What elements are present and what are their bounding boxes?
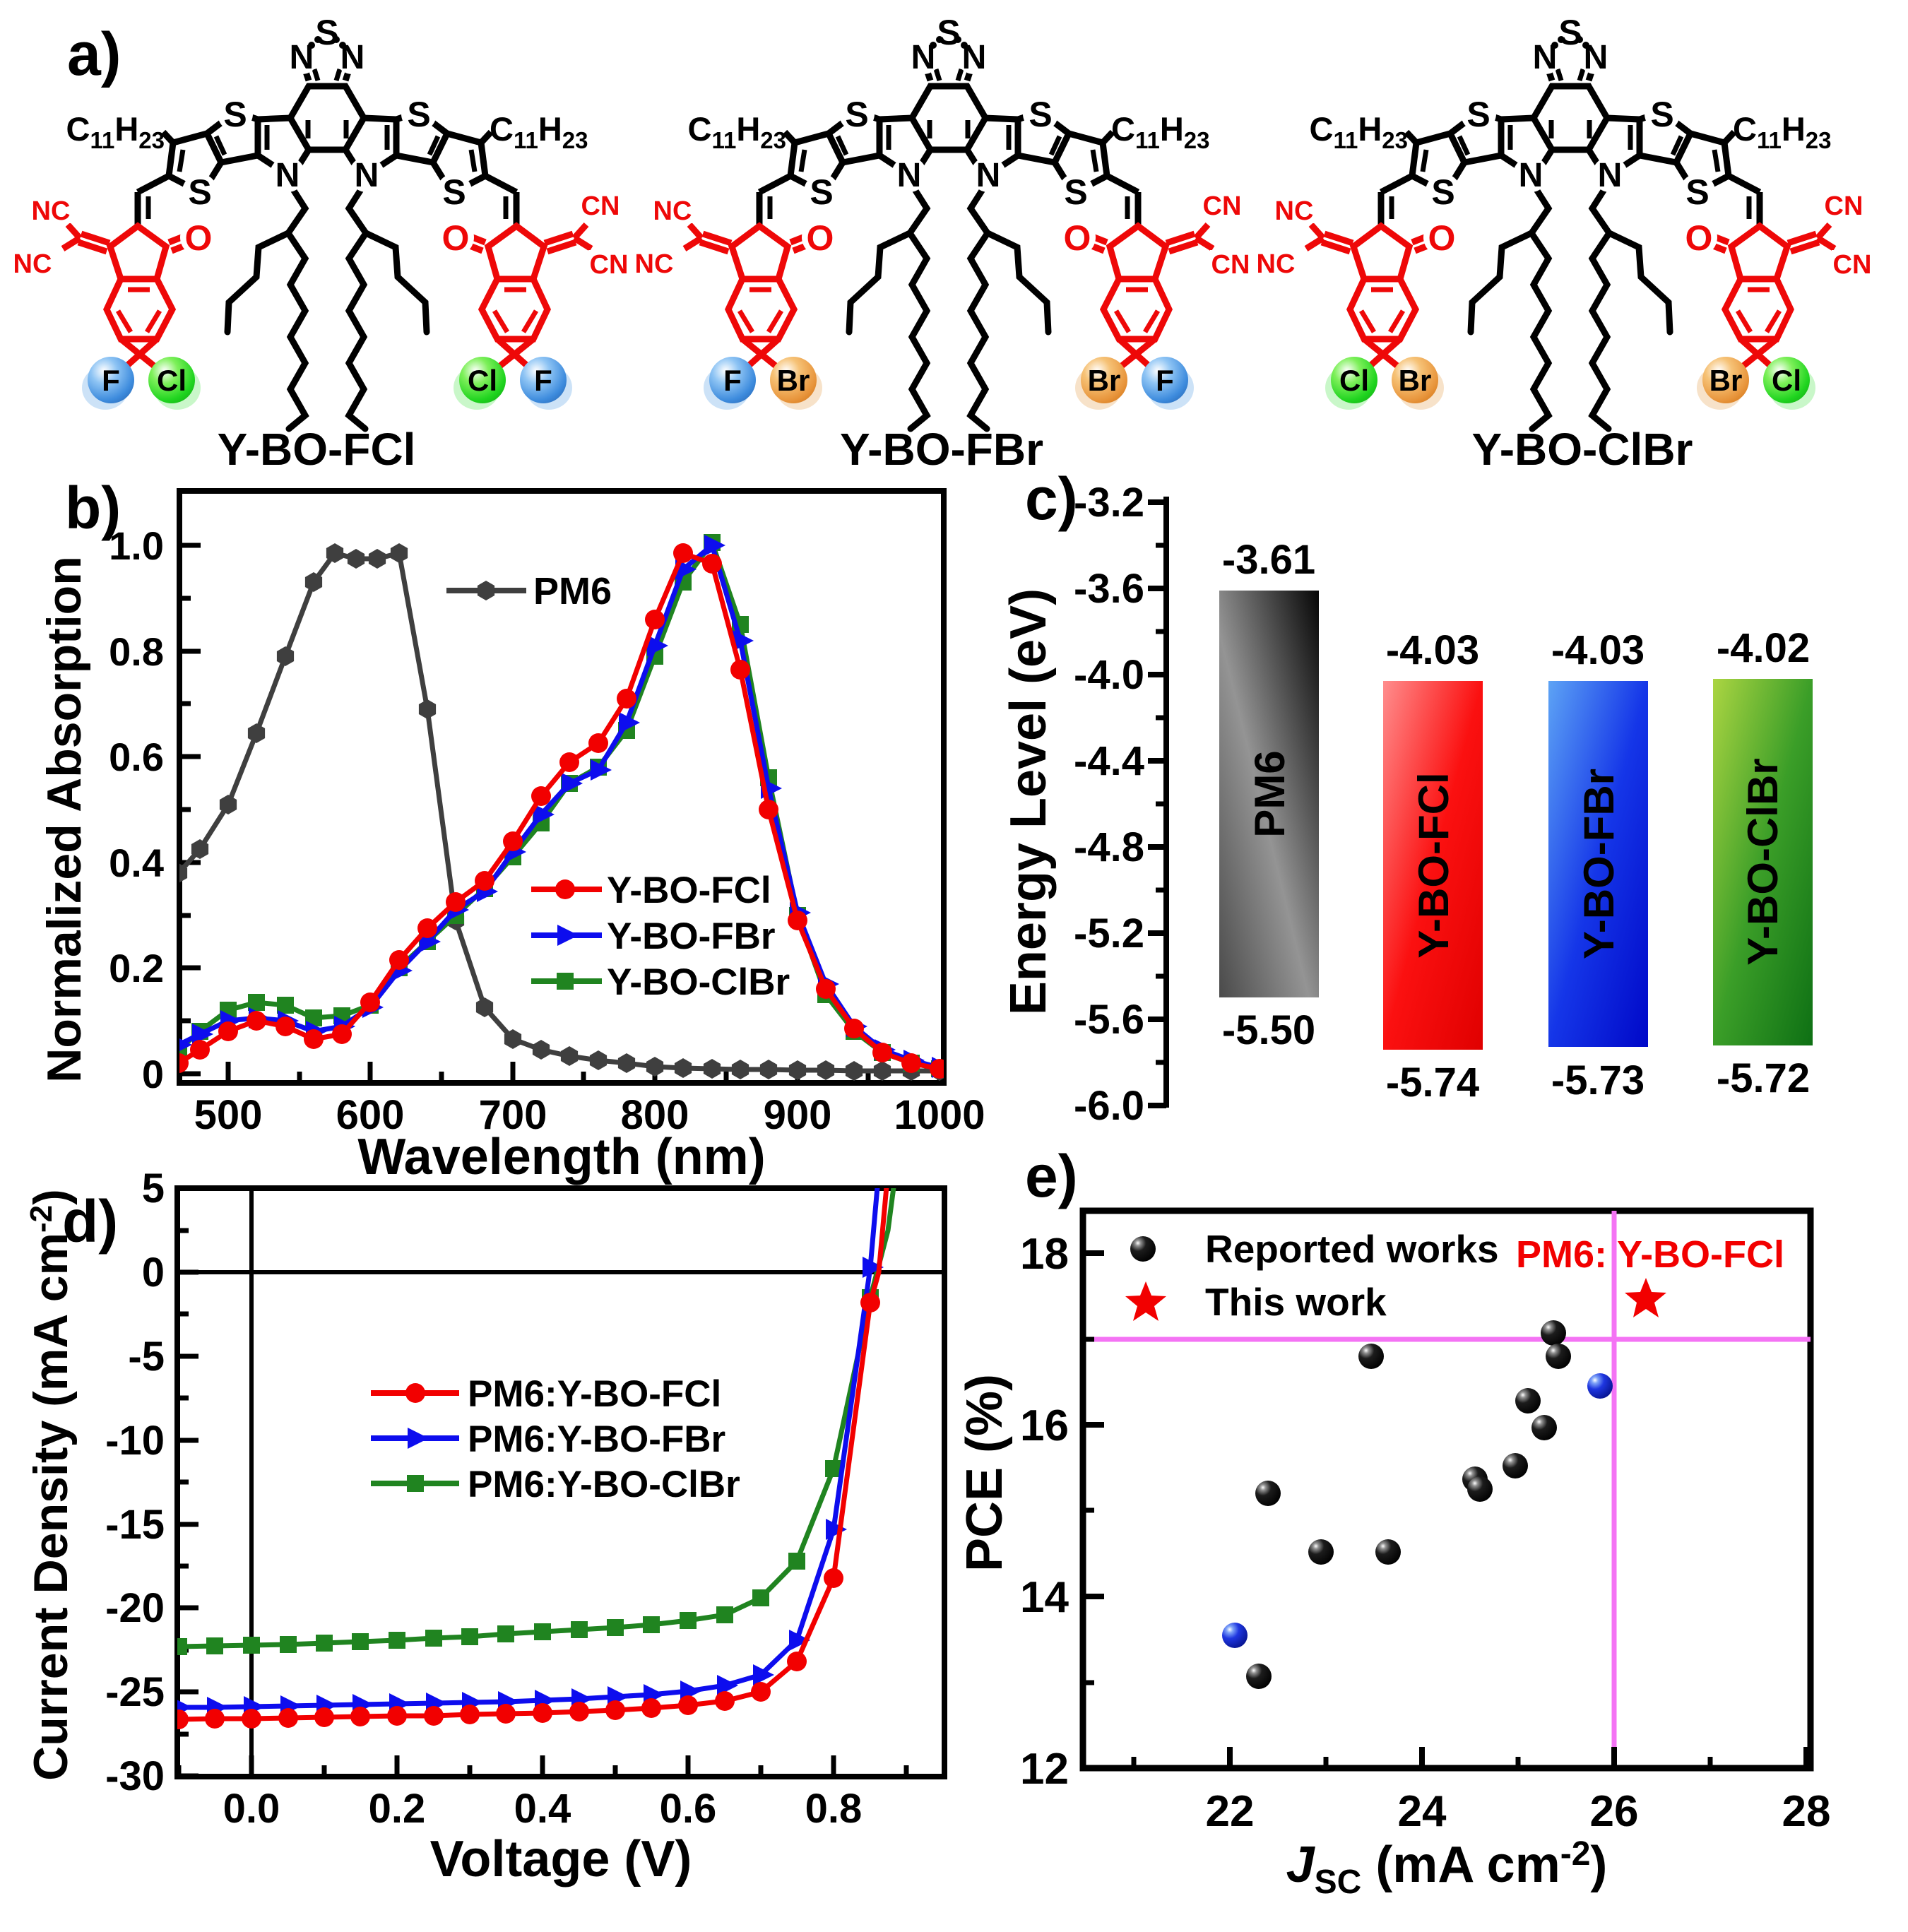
svg-text:-3.6: -3.6	[1074, 566, 1144, 612]
svg-text:Y-BO-FBr: Y-BO-FBr	[607, 915, 776, 957]
svg-text:F: F	[534, 364, 552, 397]
svg-text:900: 900	[764, 1092, 832, 1138]
svg-text:5: 5	[142, 1166, 165, 1211]
svg-text:1.0: 1.0	[109, 523, 164, 568]
svg-text:0.4: 0.4	[109, 841, 164, 885]
svg-text:Y-BO-ClBr: Y-BO-ClBr	[1739, 758, 1786, 965]
svg-text:-6.0: -6.0	[1074, 1083, 1144, 1129]
svg-text:PM6:Y-BO-FBr: PM6:Y-BO-FBr	[468, 1418, 725, 1460]
svg-text:-3.61: -3.61	[1222, 537, 1315, 583]
svg-text:0.2: 0.2	[369, 1786, 426, 1832]
svg-text:-5.73: -5.73	[1551, 1057, 1645, 1103]
svg-text:-4.4: -4.4	[1074, 738, 1144, 784]
svg-text:Energy Level (eV): Energy Level (eV)	[1000, 588, 1057, 1015]
svg-text:Reported works: Reported works	[1205, 1227, 1499, 1271]
svg-text:-4.03: -4.03	[1386, 627, 1479, 673]
svg-text:-15: -15	[105, 1502, 165, 1548]
svg-text:PM6: Y-BO-FCl: PM6: Y-BO-FCl	[1516, 1233, 1784, 1276]
svg-text:-5.2: -5.2	[1074, 911, 1144, 956]
svg-text:-10: -10	[105, 1418, 165, 1464]
svg-text:Y-BO-FCl: Y-BO-FCl	[218, 424, 416, 475]
svg-text:28: 28	[1782, 1787, 1831, 1836]
svg-text:-20: -20	[105, 1585, 165, 1631]
svg-text:Br: Br	[1710, 364, 1743, 397]
svg-text:-25: -25	[105, 1669, 165, 1715]
svg-text:PM6:Y-BO-ClBr: PM6:Y-BO-ClBr	[468, 1464, 740, 1505]
svg-text:-4.02: -4.02	[1717, 625, 1810, 671]
svg-text:PM6: PM6	[1246, 750, 1293, 837]
svg-text:0.2: 0.2	[109, 946, 164, 990]
svg-text:-4.8: -4.8	[1074, 824, 1144, 870]
svg-text:Normalized Absorption: Normalized Absorption	[37, 556, 91, 1083]
svg-text:Y-BO-FBr: Y-BO-FBr	[1575, 769, 1623, 959]
svg-text:Voltage (V): Voltage (V)	[430, 1831, 692, 1887]
svg-text:Y-BO-ClBr: Y-BO-ClBr	[1472, 424, 1693, 475]
svg-text:Current Density (mA cm-2): Current Density (mA cm-2)	[24, 1189, 78, 1781]
svg-text:0.8: 0.8	[109, 629, 164, 674]
svg-text:24: 24	[1398, 1787, 1447, 1836]
svg-text:Cl: Cl	[1339, 364, 1369, 397]
svg-text:-3.2: -3.2	[1074, 480, 1144, 526]
svg-text:800: 800	[621, 1092, 689, 1138]
svg-text:Y-BO-FCl: Y-BO-FCl	[1410, 772, 1457, 958]
svg-text:26: 26	[1590, 1787, 1639, 1836]
svg-text:700: 700	[479, 1092, 547, 1138]
svg-text:0: 0	[142, 1250, 165, 1296]
svg-text:Br: Br	[1088, 364, 1121, 397]
svg-text:16: 16	[1020, 1401, 1069, 1450]
svg-text:22: 22	[1206, 1787, 1255, 1836]
svg-text:Cl: Cl	[1772, 364, 1801, 397]
svg-text:-5.72: -5.72	[1717, 1055, 1810, 1101]
svg-text:Cl: Cl	[157, 364, 186, 397]
svg-text:JSC (mA cm-2): JSC (mA cm-2)	[1286, 1835, 1608, 1901]
svg-text:0.8: 0.8	[805, 1786, 863, 1832]
svg-text:0.6: 0.6	[660, 1786, 717, 1832]
svg-text:Cl: Cl	[468, 364, 497, 397]
svg-text:-5.6: -5.6	[1074, 997, 1144, 1043]
svg-text:Br: Br	[1399, 364, 1432, 397]
svg-text:600: 600	[336, 1092, 405, 1138]
svg-text:a): a)	[67, 20, 121, 88]
svg-text:Br: Br	[777, 364, 810, 397]
svg-text:-4.0: -4.0	[1074, 652, 1144, 698]
svg-text:PCE (%): PCE (%)	[956, 1374, 1013, 1572]
svg-text:c): c)	[1025, 466, 1078, 532]
svg-text:Y-BO-ClBr: Y-BO-ClBr	[607, 961, 790, 1003]
svg-text:F: F	[723, 364, 742, 397]
svg-text:14: 14	[1020, 1573, 1069, 1622]
svg-text:F: F	[1156, 364, 1174, 397]
svg-text:PM6: PM6	[533, 570, 612, 612]
svg-text:This work: This work	[1205, 1280, 1387, 1324]
svg-text:Y-BO-FBr: Y-BO-FBr	[840, 424, 1043, 475]
svg-text:F: F	[102, 364, 120, 397]
svg-text:e): e)	[1025, 1143, 1078, 1209]
svg-text:0.0: 0.0	[223, 1786, 280, 1832]
svg-text:0.6: 0.6	[109, 735, 164, 779]
svg-text:-5.74: -5.74	[1386, 1060, 1479, 1106]
svg-text:Y-BO-FCl: Y-BO-FCl	[607, 870, 771, 911]
svg-text:PM6:Y-BO-FCl: PM6:Y-BO-FCl	[468, 1373, 721, 1415]
svg-text:-5: -5	[128, 1334, 165, 1380]
svg-text:b): b)	[65, 475, 121, 541]
svg-text:-4.03: -4.03	[1551, 627, 1645, 673]
svg-text:12: 12	[1020, 1745, 1069, 1794]
svg-text:-30: -30	[105, 1753, 165, 1799]
svg-text:Wavelength (nm): Wavelength (nm)	[357, 1129, 765, 1185]
svg-text:d): d)	[62, 1188, 118, 1255]
svg-text:0: 0	[142, 1052, 164, 1096]
svg-text:18: 18	[1020, 1230, 1069, 1279]
svg-text:-5.50: -5.50	[1222, 1007, 1315, 1053]
svg-text:1000: 1000	[894, 1092, 985, 1138]
svg-text:500: 500	[194, 1092, 263, 1138]
svg-text:0.4: 0.4	[514, 1786, 571, 1832]
